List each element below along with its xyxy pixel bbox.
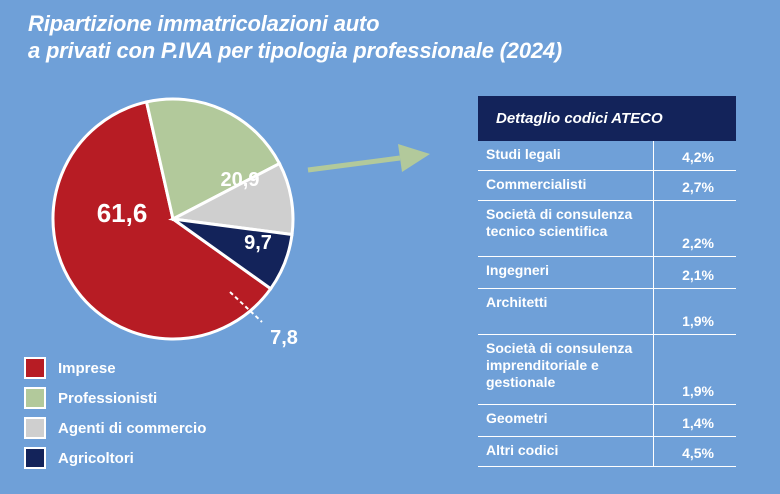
pie-slice-agricoltori	[172, 217, 294, 291]
table-row-label: Società di consulenza imprenditoriale e …	[478, 335, 654, 404]
table-row: Ingegneri 2,1%	[478, 257, 736, 289]
table-row-label: Commercialisti	[478, 171, 654, 200]
ateco-table-body: Studi legali 4,2% Commercialisti 2,7% Societ…	[478, 141, 736, 467]
ateco-table: Dettaglio codici ATECO Studi legali 4,2% C…	[478, 96, 736, 467]
legend-item-agricoltori: Agricoltori	[24, 446, 206, 470]
chart-title-line-1: Ripartizione immatricolazioni auto	[28, 11, 380, 36]
table-row-label: Geometri	[478, 405, 654, 436]
legend-item-agenti-di-commercio: Agenti di commercio	[24, 416, 206, 440]
table-row: Architetti 1,9%	[478, 289, 736, 335]
data-label-agricoltori: 7,8	[270, 327, 298, 349]
legend-item-professionisti: Professionisti	[24, 386, 206, 410]
table-row: Società di consulenza imprenditoriale e …	[478, 335, 736, 405]
table-row-label: Società di consulenza tecnico scientific…	[478, 201, 654, 256]
arrow-shaft	[307, 155, 401, 173]
table-row-label: Architetti	[478, 289, 654, 334]
ateco-table-header: Dettaglio codici ATECO	[478, 96, 736, 141]
legend: Imprese Professionisti Agenti di commercio…	[24, 356, 206, 476]
legend-swatch-agenti-di-commercio	[24, 417, 46, 439]
table-row-label: Ingegneri	[478, 257, 654, 288]
data-label-agenti-di-commercio: 9,7	[244, 232, 272, 254]
chart-title-line-2: a privati con P.IVA per tipologia profes…	[28, 38, 563, 63]
table-row-value: 2,1%	[682, 267, 714, 283]
data-label-professionisti: 20,9	[221, 169, 260, 191]
table-row-value: 4,5%	[682, 445, 714, 461]
pie-slice-imprese	[51, 100, 273, 341]
pie-slice-professionisti	[144, 97, 282, 222]
table-row-value: 2,2%	[682, 235, 714, 251]
legend-swatch-agricoltori	[24, 447, 46, 469]
data-label-imprese: 61,6	[97, 198, 148, 228]
table-row: Commercialisti 2,7%	[478, 171, 736, 201]
arrow-head	[398, 144, 430, 172]
table-row: Geometri 1,4%	[478, 405, 736, 437]
legend-label-agenti-di-commercio: Agenti di commercio	[58, 419, 207, 437]
table-row-value: 1,9%	[682, 383, 714, 399]
pie-chart: 61,6 20,9 9,7 7,8	[51, 97, 298, 349]
table-row-label: Altri codici	[478, 437, 654, 466]
legend-item-imprese: Imprese	[24, 356, 206, 380]
legend-label-agricoltori: Agricoltori	[58, 449, 134, 467]
table-row-value: 1,4%	[682, 415, 714, 431]
table-row: Altri codici 4,5%	[478, 437, 736, 467]
leader-line-agricoltori	[229, 291, 263, 323]
chart-title: Ripartizione immatricolazioni auto a pri…	[28, 10, 562, 64]
table-row-value: 1,9%	[682, 313, 714, 329]
table-row-label: Studi legali	[478, 141, 654, 170]
table-row-value: 4,2%	[682, 149, 714, 165]
arrow-icon	[307, 144, 430, 173]
table-row: Studi legali 4,2%	[478, 141, 736, 171]
legend-label-imprese: Imprese	[58, 359, 116, 377]
legend-swatch-professionisti	[24, 387, 46, 409]
table-row-value: 2,7%	[682, 179, 714, 195]
legend-swatch-imprese	[24, 357, 46, 379]
legend-label-professionisti: Professionisti	[58, 389, 158, 407]
table-row: Società di consulenza tecnico scientific…	[478, 201, 736, 257]
